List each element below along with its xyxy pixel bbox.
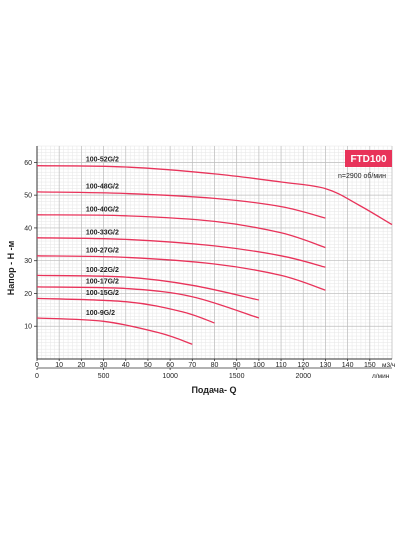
x2-tick-label: 500 — [98, 373, 110, 380]
x2-tick-label: 1500 — [229, 373, 245, 380]
curve-label: 100-33G/2 — [86, 229, 119, 236]
y-tick-label: 30 — [24, 258, 32, 265]
curve-100-33g-2 — [36, 237, 326, 268]
x-tick-label: 90 — [233, 362, 241, 369]
chart-labels: 100-52G/2 100-48G/2 100-40G/2 100-33G/2 100-… — [86, 157, 119, 317]
curve-label: 100-48G/2 — [86, 184, 119, 191]
x-tick-label: 80 — [211, 362, 219, 369]
curve-label: 100-40G/2 — [86, 207, 119, 214]
chart-curves — [36, 165, 393, 345]
x2-unit-label: л/мин — [372, 373, 390, 380]
curve-100-48g-2 — [36, 191, 326, 219]
curve-label: 100-15G/2 — [86, 290, 119, 297]
x-tick-label: 70 — [188, 362, 196, 369]
x-tick-label: 100 — [253, 362, 265, 369]
curve-100-9g-2 — [36, 317, 193, 345]
y-tick-label: 60 — [24, 160, 32, 167]
x-tick-label: 140 — [342, 362, 354, 369]
curve-label: 100-22G/2 — [86, 267, 119, 274]
x-tick-label: 60 — [166, 362, 174, 369]
x-tick-label: 10 — [55, 362, 63, 369]
model-badge-text: FTD100 — [350, 154, 387, 165]
x2-tick-label: 0 — [35, 373, 39, 380]
x-axis-title: Подача- Q — [191, 385, 236, 395]
x-tick-label: 110 — [275, 362, 286, 369]
curve-label: 100-9G/2 — [86, 310, 115, 317]
curve-100-15g-2 — [36, 297, 215, 324]
x2-tick-label: 2000 — [295, 373, 311, 380]
x-tick-label: 120 — [297, 362, 309, 369]
curve-100-40g-2 — [36, 214, 326, 249]
x-tick-label: 50 — [144, 362, 152, 369]
curve-100-27g-2 — [36, 255, 326, 291]
x-unit-label: м3/ч — [382, 362, 395, 369]
chart-grid — [36, 145, 393, 360]
model-badge-box — [345, 150, 392, 167]
curve-100-17g-2 — [36, 286, 260, 319]
curve-label: 100-27G/2 — [86, 248, 119, 255]
x2-tick-label: 1000 — [162, 373, 178, 380]
y-tick-label: 50 — [24, 193, 32, 200]
y-tick-label: 40 — [24, 225, 32, 232]
x-tick-label: 30 — [100, 362, 108, 369]
chart-axes: 10 20 30 40 50 60 0 10 20 30 40 50 60 70 80 90 100 110 120… — [24, 146, 395, 380]
x-tick-label: 40 — [122, 362, 130, 369]
x-tick-label: 130 — [320, 362, 332, 369]
y-tick-label: 10 — [24, 324, 32, 331]
curve-100-52g-2 — [36, 165, 393, 226]
x-tick-label: 0 — [35, 362, 39, 369]
speed-note: n=2900 об/мин — [338, 172, 386, 180]
y-axis-title: Напор - H -м — [6, 240, 16, 295]
curve-100-22g-2 — [36, 274, 260, 301]
x-tick-label: 150 — [364, 362, 376, 369]
y-tick-label: 20 — [24, 291, 32, 298]
curve-label: 100-17G/2 — [86, 279, 119, 286]
model-badge: FTD100 — [345, 150, 392, 167]
curve-label: 100-52G/2 — [86, 157, 119, 164]
x-tick-label: 20 — [77, 362, 85, 369]
